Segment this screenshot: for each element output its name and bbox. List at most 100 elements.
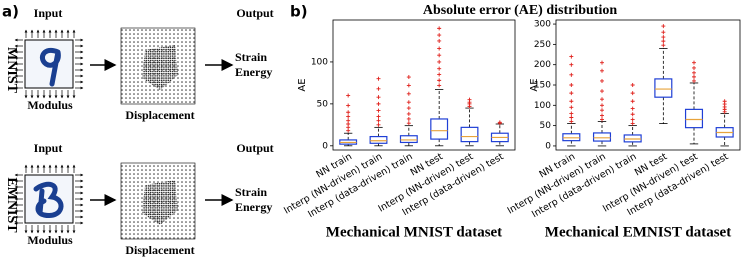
output-label: Output <box>236 141 273 155</box>
outlier <box>467 97 472 102</box>
outlier <box>600 89 604 94</box>
result-label: Strain Energy <box>235 50 272 79</box>
outlier <box>600 113 604 118</box>
outlier <box>346 93 351 98</box>
outlier <box>692 78 696 83</box>
outlier <box>600 117 604 122</box>
y-tick-label: 250 <box>534 40 551 50</box>
y-tick-label: 200 <box>534 60 551 70</box>
chart-title: Mechanical MNIST dataset <box>326 224 502 240</box>
outlier <box>437 78 442 83</box>
outlier <box>437 72 442 77</box>
chart-title: Mechanical EMNIST dataset <box>545 224 731 240</box>
outlier <box>692 65 696 70</box>
outlier <box>346 114 351 119</box>
y-tick-label: 300 <box>534 20 551 30</box>
result-label: Strain Energy <box>235 185 272 214</box>
decoration <box>142 180 178 225</box>
y-tick-label: 0 <box>322 141 328 151</box>
box <box>684 108 704 129</box>
y-tick-label: 150 <box>534 81 551 91</box>
box <box>430 118 449 140</box>
outlier <box>406 116 411 121</box>
box <box>460 126 479 143</box>
outlier <box>692 74 696 79</box>
box <box>654 78 673 98</box>
input-label: Input <box>34 6 63 20</box>
y-axis-label: AE <box>529 78 540 91</box>
panel-a: Input OutputMNISTModulusDisplacementStrai… <box>4 6 274 257</box>
box <box>623 134 642 143</box>
outlier <box>600 108 604 113</box>
box <box>562 133 581 142</box>
y-tick-label: 50 <box>317 99 329 109</box>
outlier <box>346 128 351 133</box>
outlier <box>376 101 381 106</box>
outlier <box>661 24 666 29</box>
outlier <box>406 111 411 116</box>
outlier <box>600 68 604 73</box>
outlier <box>630 83 635 87</box>
outlier <box>437 38 442 43</box>
modulus-label: Modulus <box>27 98 73 112</box>
y-tick-label: 100 <box>311 57 328 67</box>
output-label: Output <box>236 6 273 20</box>
outlier <box>376 108 381 113</box>
outlier <box>346 118 351 123</box>
outlier <box>692 70 696 75</box>
outlier <box>569 72 574 77</box>
outlier <box>569 111 574 116</box>
outlier <box>692 60 696 65</box>
outlier <box>630 99 635 104</box>
outlier <box>569 105 574 110</box>
outlier <box>346 103 351 108</box>
outlier <box>630 91 635 96</box>
outlier <box>600 60 604 65</box>
outlier <box>569 91 574 96</box>
outlier <box>437 53 442 58</box>
outlier <box>569 119 574 124</box>
outlier <box>661 39 666 44</box>
outlier <box>497 120 502 125</box>
outlier <box>346 125 351 130</box>
outlier <box>630 112 635 117</box>
outlier <box>569 115 574 120</box>
outlier <box>569 83 574 87</box>
outlier <box>569 62 574 67</box>
panel-label: b) <box>290 3 308 21</box>
outlier <box>437 83 442 88</box>
outlier <box>630 121 635 126</box>
outlier <box>600 97 604 102</box>
dataset-name: EMNIST <box>4 177 19 233</box>
plot-frame <box>555 19 741 151</box>
outlier <box>406 91 411 96</box>
box <box>369 135 388 144</box>
outlier <box>406 75 411 80</box>
panel-label: a) <box>2 3 19 21</box>
outlier <box>722 99 727 104</box>
outlier <box>661 43 666 48</box>
outlier <box>569 54 574 59</box>
outlier <box>600 78 604 83</box>
outlier <box>376 122 381 127</box>
outlier <box>630 117 635 122</box>
decoration <box>142 45 178 90</box>
plot-frame <box>332 19 516 151</box>
outlier <box>406 106 411 111</box>
box <box>399 135 418 144</box>
decoration <box>33 181 64 218</box>
displacement-label: Displacement <box>125 108 194 122</box>
panel-title: Absolute error (AE) distribution <box>423 3 618 18</box>
outlier <box>630 106 635 111</box>
outlier <box>376 114 381 119</box>
outlier <box>346 110 351 115</box>
outlier <box>661 35 666 40</box>
outlier <box>406 83 411 88</box>
outlier <box>406 100 411 105</box>
modulus-label: Modulus <box>27 233 73 247</box>
outlier <box>376 76 381 81</box>
outlier <box>406 121 411 126</box>
y-tick-label: 0 <box>545 141 551 151</box>
